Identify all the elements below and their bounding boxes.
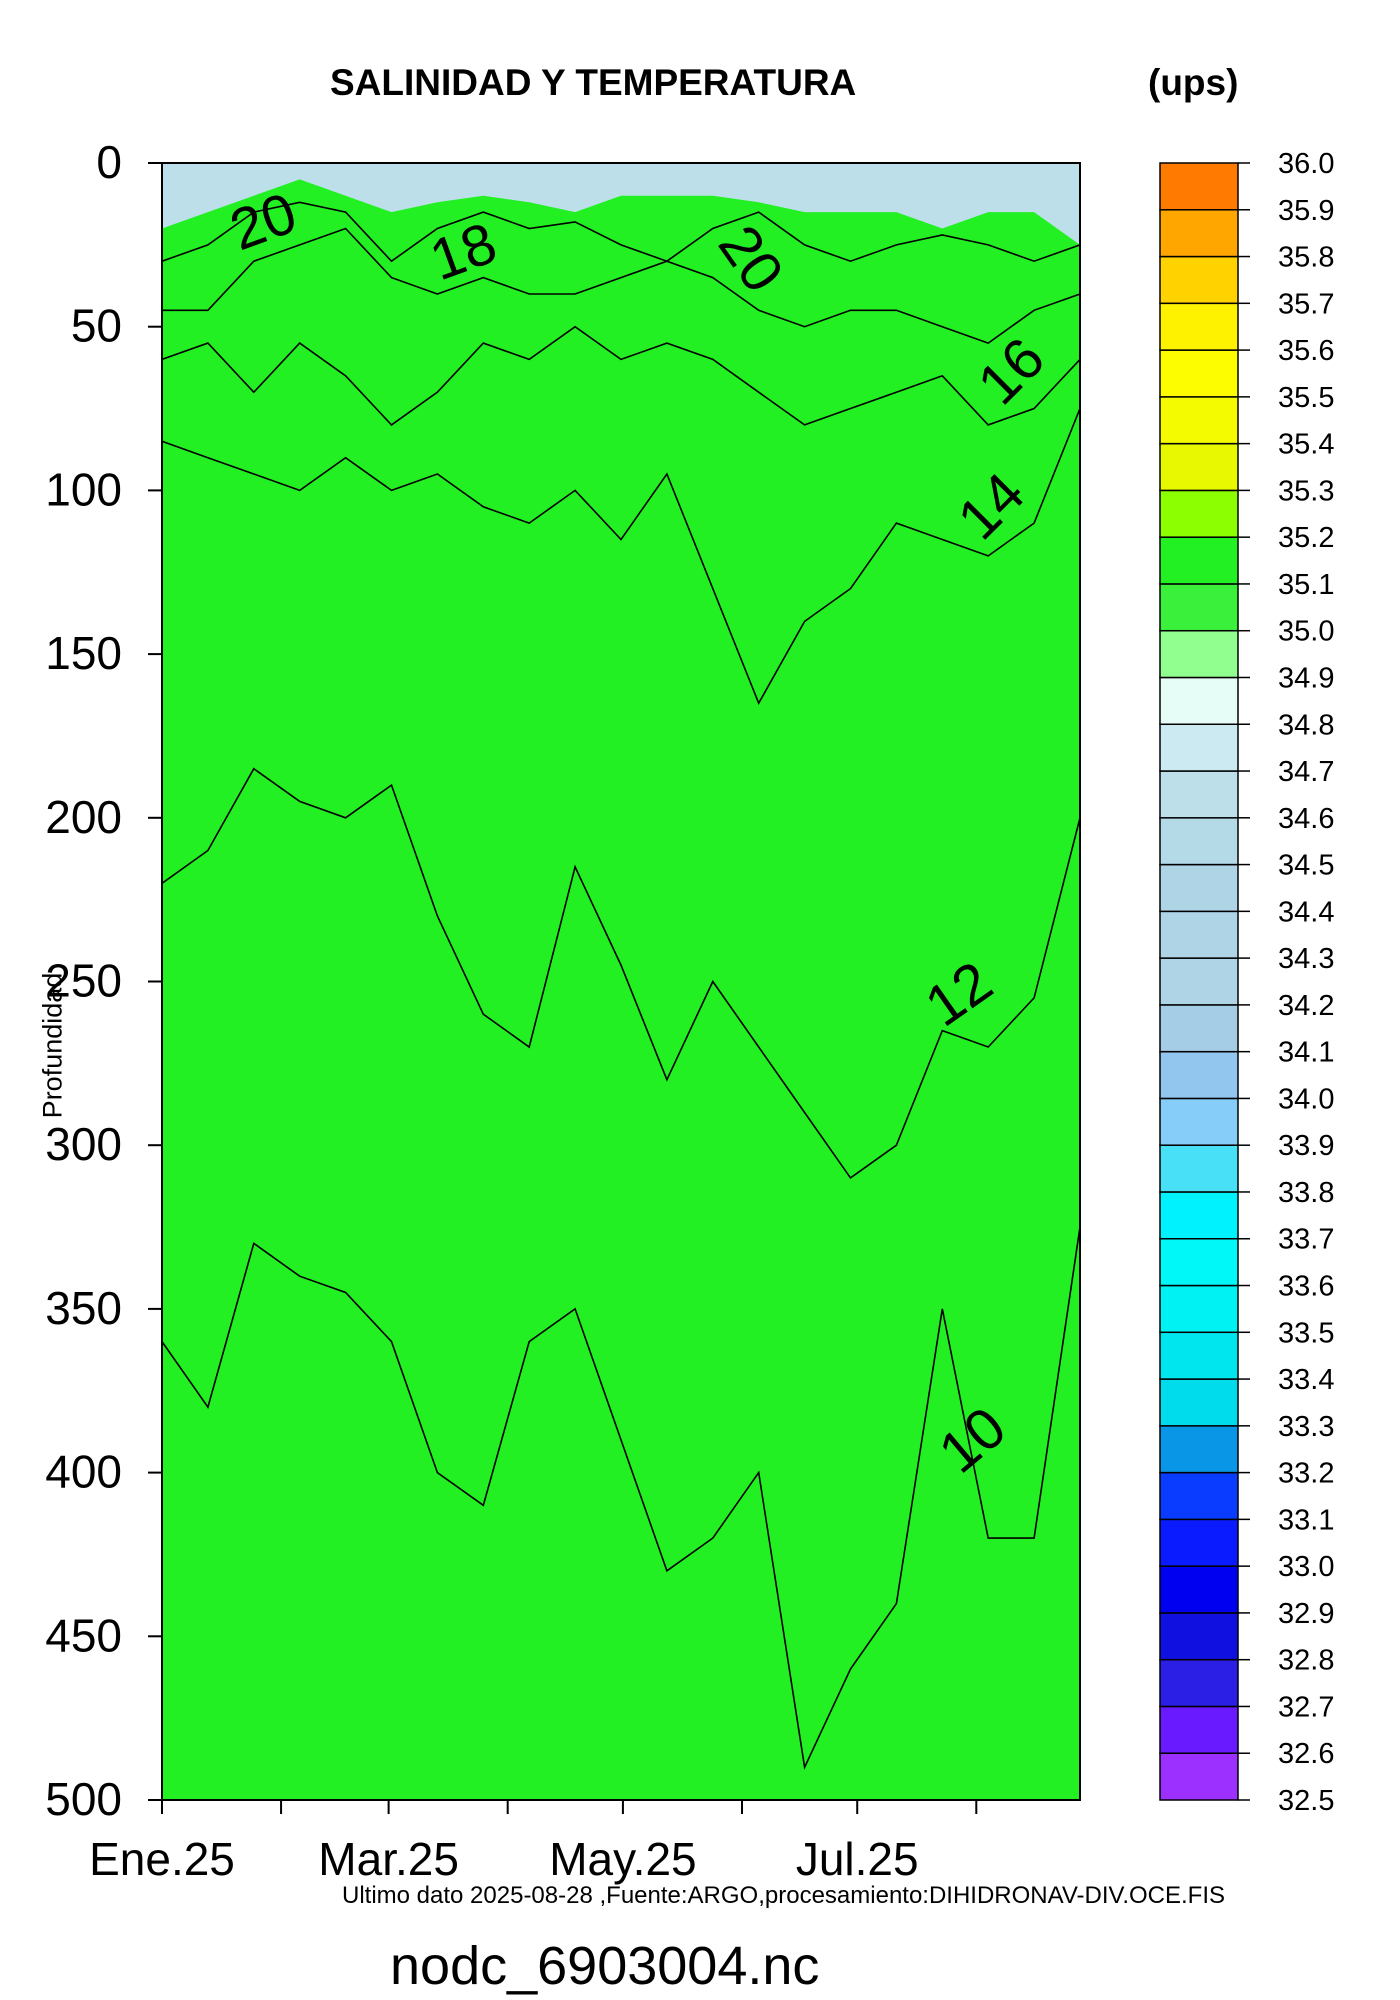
colorbar-swatch (1159, 910, 1239, 959)
colorbar-swatch (1159, 1425, 1239, 1474)
colorbar-swatch (1159, 1050, 1239, 1100)
x-tick-label: Ene.25 (89, 1833, 235, 1885)
colorbar-swatch (1159, 629, 1239, 679)
colorbar-tick-label: 35.8 (1278, 242, 1334, 274)
colorbar-swatch (1159, 396, 1239, 445)
colorbar-tick-label: 35.1 (1278, 569, 1334, 601)
footer-source-note: Ultimo dato 2025-08-28 ,Fuente:ARGO,proc… (342, 1882, 1226, 1909)
colorbar-swatch (1159, 1752, 1239, 1801)
colorbar-swatch (1159, 1004, 1239, 1053)
colorbar-swatch (1159, 1471, 1239, 1521)
colorbar-swatch (1159, 1658, 1239, 1708)
colorbar-tick-label: 35.6 (1278, 335, 1334, 367)
colorbar-swatch (1159, 1144, 1239, 1193)
colorbar-tick-label: 33.6 (1278, 1271, 1334, 1303)
colorbar-swatch (1159, 442, 1239, 492)
colorbar-swatch (1159, 349, 1239, 398)
y-tick-label: 250 (45, 955, 122, 1007)
colorbar-tick-label: 32.9 (1278, 1598, 1334, 1630)
colorbar-tick-label: 35.9 (1278, 195, 1334, 227)
colorbar-tick-label: 35.0 (1278, 616, 1334, 648)
x-tick-label: Jul.25 (796, 1833, 919, 1885)
y-tick-label: 100 (45, 463, 122, 515)
colorbar-swatch (1159, 1331, 1239, 1380)
colorbar-tick-label: 34.4 (1278, 896, 1334, 928)
colorbar-tick-label: 35.2 (1278, 522, 1334, 554)
colorbar-tick-label: 34.6 (1278, 803, 1334, 835)
colorbar-tick-label: 34.9 (1278, 662, 1334, 694)
colorbar-tick-label: 34.8 (1278, 709, 1334, 741)
colorbar-swatch (1159, 1705, 1239, 1754)
colorbar-swatch (1159, 817, 1239, 866)
colorbar-swatch (1159, 676, 1239, 726)
colorbar-swatch (1159, 209, 1239, 258)
colorbar-tick-label: 35.4 (1278, 429, 1334, 461)
colorbar-tick-label: 33.4 (1278, 1364, 1334, 1396)
colorbar-swatch (1159, 957, 1239, 1006)
colorbar-tick-label: 33.2 (1278, 1458, 1334, 1490)
temperature-contour-18 (162, 227, 1080, 344)
colorbar-tick-label: 33.9 (1278, 1130, 1334, 1162)
colorbar-tick-label: 34.5 (1278, 850, 1334, 882)
y-tick-label: 50 (71, 300, 122, 352)
colorbar-swatch (1159, 1565, 1239, 1614)
colorbar-tick-label: 35.5 (1278, 382, 1334, 414)
salinity-band-35.15 (162, 179, 1080, 1800)
colorbar-tick-label: 33.3 (1278, 1411, 1334, 1443)
colorbar-swatch (1159, 1237, 1239, 1287)
x-tick-label: May.25 (549, 1833, 696, 1885)
colorbar-tick-label: 33.7 (1278, 1224, 1334, 1256)
colorbar-swatch (1159, 1612, 1239, 1661)
y-tick-label: 0 (96, 136, 122, 188)
y-tick-label: 400 (45, 1446, 122, 1498)
colorbar-swatch (1159, 863, 1239, 913)
colorbar-units-label: (ups) (1148, 62, 1239, 103)
temperature-contour-10 (162, 1226, 1080, 1771)
colorbar-tick-label: 34.3 (1278, 943, 1334, 975)
temperature-contour-14 (162, 408, 1080, 706)
colorbar-swatch (1159, 489, 1239, 538)
temperature-contour-16 (162, 325, 1080, 426)
colorbar-tick-label: 33.1 (1278, 1504, 1334, 1536)
colorbar-tick-label: 34.2 (1278, 990, 1334, 1022)
colorbar-swatch (1159, 1378, 1239, 1427)
colorbar-tick-label: 35.7 (1278, 288, 1334, 320)
y-tick-label: 200 (45, 791, 122, 843)
colorbar-swatch (1159, 770, 1239, 819)
colorbar-tick-label: 34.7 (1278, 756, 1334, 788)
colorbar-tick-label: 32.8 (1278, 1645, 1334, 1677)
colorbar-swatch (1159, 1097, 1239, 1146)
colorbar-swatch (1159, 1191, 1239, 1240)
colorbar-tick-label: 34.1 (1278, 1037, 1334, 1069)
colorbar-swatch (1159, 1518, 1239, 1567)
colorbar-tick-label: 33.0 (1278, 1551, 1334, 1583)
colorbar-tick-label: 32.5 (1278, 1785, 1334, 1817)
y-tick-label: 350 (45, 1282, 122, 1334)
y-tick-label: 450 (45, 1609, 122, 1661)
y-tick-label: 300 (45, 1118, 122, 1170)
filename-caption: nodc_6903004.nc (390, 1936, 820, 1996)
colorbar-swatch (1159, 255, 1239, 305)
x-tick-label: Mar.25 (318, 1833, 459, 1885)
y-tick-label: 150 (45, 627, 122, 679)
colorbar-tick-label: 33.8 (1278, 1177, 1334, 1209)
colorbar-tick-label: 32.7 (1278, 1691, 1334, 1723)
colorbar-swatch (1159, 1284, 1239, 1334)
colorbar-tick-label: 33.5 (1278, 1317, 1334, 1349)
chart-title: SALINIDAD Y TEMPERATURA (330, 62, 857, 103)
colorbar-tick-label: 32.6 (1278, 1738, 1334, 1770)
colorbar-swatch (1159, 162, 1239, 211)
colorbar-swatch (1159, 583, 1239, 632)
plot-area (162, 163, 1080, 1800)
temperature-contour-12 (162, 767, 1080, 1180)
colorbar-swatch (1159, 723, 1239, 772)
colorbar-swatch (1159, 536, 1239, 585)
colorbar-swatch (1159, 302, 1239, 351)
colorbar-tick-label: 36.0 (1278, 148, 1334, 180)
colorbar-tick-label: 34.0 (1278, 1083, 1334, 1115)
temperature-contour-20 (162, 201, 1080, 263)
y-tick-label: 500 (45, 1773, 122, 1825)
colorbar-tick-label: 35.3 (1278, 475, 1334, 507)
